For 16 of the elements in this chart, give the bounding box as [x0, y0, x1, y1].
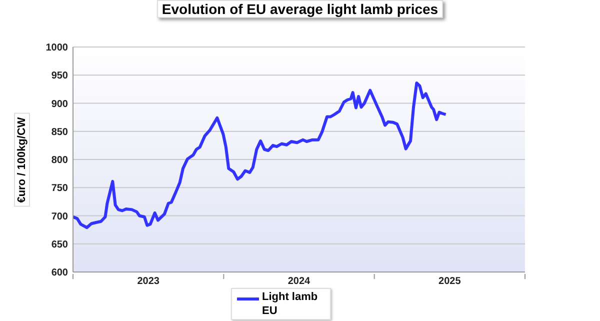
chart-title: Evolution of EU average light lamb prices [156, 0, 444, 18]
y-tick-label: 600 [51, 268, 68, 279]
x-tick-label: 2023 [137, 276, 160, 287]
y-tick-label: 850 [51, 126, 68, 138]
line-series [73, 82, 448, 230]
y-tick-label: 950 [51, 70, 68, 82]
legend-label: Light lamb EU [262, 290, 319, 318]
y-tick-label: 650 [51, 239, 68, 250]
y-tick-label: 800 [51, 155, 68, 166]
x-tick-label: 2024 [288, 276, 311, 287]
y-tick-label: 1000 [46, 42, 68, 54]
x-tick-label: 2025 [438, 276, 462, 287]
y-tick-label: 700 [51, 211, 68, 222]
y-tick-label: 900 [51, 98, 68, 110]
y-axis-title: €uro / 100kg/CW [14, 113, 30, 207]
y-tick-label: 750 [51, 183, 68, 194]
